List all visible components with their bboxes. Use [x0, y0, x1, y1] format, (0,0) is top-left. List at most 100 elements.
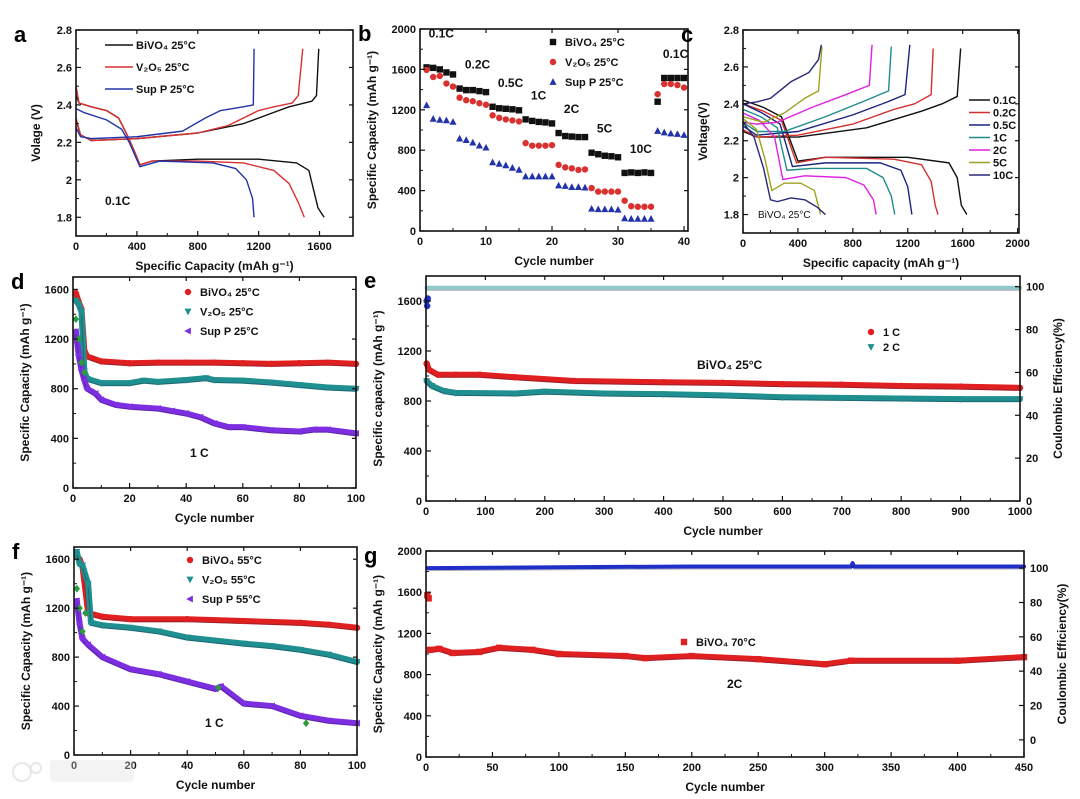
series-edge [426, 365, 1021, 391]
watermark-logo [12, 760, 134, 782]
legend-marker [184, 308, 192, 316]
data-point [529, 646, 536, 654]
x-tick-label: 60 [237, 493, 249, 505]
data-point [541, 388, 549, 396]
data-point [240, 640, 248, 648]
x-tick-label: 700 [833, 506, 851, 518]
legend-marker [549, 38, 557, 46]
series-line [75, 108, 255, 218]
data-point [641, 169, 648, 176]
plot-area [75, 48, 325, 218]
series-line [742, 44, 873, 125]
data-point [325, 651, 333, 659]
series-edge [75, 334, 357, 437]
x-tick-label: 1600 [950, 238, 974, 250]
data-point [268, 702, 275, 710]
data-point [575, 133, 582, 141]
data-point [838, 394, 846, 402]
panel-g: g0 50 100 150 200 250 300 350 400 450040080012001… [364, 543, 1069, 794]
y-tick-label: 400 [51, 433, 69, 445]
data-point [594, 205, 602, 213]
data-point [97, 396, 105, 404]
rate-label: 10C [630, 142, 652, 156]
data-point [428, 383, 436, 390]
data-point [449, 71, 457, 78]
panel-e: e0 100 200 300 400 500 600 700 800 900 10000400800… [364, 268, 1065, 538]
data-point [217, 682, 225, 691]
data-point [456, 94, 463, 101]
data-point [79, 627, 86, 636]
rate-label: 0.2C [465, 58, 491, 72]
data-point [778, 394, 786, 402]
data-point [535, 142, 543, 149]
data-point [561, 182, 569, 189]
legend-marker [549, 78, 557, 85]
data-point [957, 396, 965, 403]
data-point [482, 143, 490, 151]
data-point [456, 85, 463, 92]
data-point [73, 584, 81, 593]
data-point [601, 188, 609, 195]
annotation: BiVO₄ 25°C [758, 210, 811, 221]
rate-label: 2C [564, 102, 580, 116]
y-tick-label: 2.4 [724, 99, 740, 111]
data-point [476, 371, 483, 378]
data-point [574, 183, 582, 190]
y-tick-label: 0 [410, 226, 416, 238]
x-tick-label: 0 [740, 238, 746, 250]
data-point [674, 74, 681, 82]
series-line [742, 46, 823, 123]
x-tick-label: 900 [951, 506, 969, 518]
data-point [126, 665, 134, 673]
data-point [302, 719, 310, 728]
data-point [680, 84, 688, 91]
y-tick-label: 1600 [392, 64, 416, 76]
data-point [111, 401, 119, 409]
data-point [588, 184, 595, 192]
series-line [742, 99, 968, 215]
data-point [661, 80, 668, 88]
data-point [76, 604, 83, 613]
data-point [72, 297, 80, 305]
data-point [215, 683, 222, 692]
rate-label: 0.1C [663, 47, 689, 61]
data-point [568, 133, 576, 140]
panel-letter: e [364, 268, 376, 293]
data-point [155, 670, 162, 678]
data-point [601, 152, 609, 159]
legend-label: Sup P 55°C [202, 594, 261, 606]
data-point [779, 380, 786, 388]
data-point [463, 97, 470, 104]
data-point [449, 118, 457, 125]
data-point [595, 151, 602, 158]
legend-label: BiVO₄ 70°C [696, 637, 756, 649]
series-edge [426, 383, 1020, 403]
data-point [80, 376, 88, 384]
data-point [268, 643, 276, 650]
x-tick-label: 50 [486, 762, 498, 774]
y2-tick-label: 40 [1030, 666, 1042, 678]
data-point [548, 172, 556, 180]
data-point [224, 423, 232, 431]
annotation: 0.1C [105, 194, 131, 208]
series-line [75, 48, 320, 142]
data-point [641, 203, 648, 210]
plot-frame [75, 29, 354, 237]
data-point [196, 413, 204, 421]
series-band [425, 561, 1026, 571]
x-tick-label: 0 [70, 493, 76, 505]
x-tick-label: 40 [678, 236, 690, 248]
x-tick-label: 800 [189, 241, 207, 253]
annotation: 1 C [205, 716, 224, 730]
data-point [182, 377, 190, 384]
data-point [99, 613, 106, 620]
data-point [74, 351, 82, 359]
y2-tick-label: 0 [1026, 496, 1032, 508]
data-point [535, 172, 543, 180]
data-point [555, 181, 563, 189]
data-point [211, 359, 218, 366]
x-tick-label: 40 [181, 760, 193, 772]
data-point [634, 215, 642, 222]
data-point [426, 646, 434, 654]
data-point [462, 136, 470, 143]
